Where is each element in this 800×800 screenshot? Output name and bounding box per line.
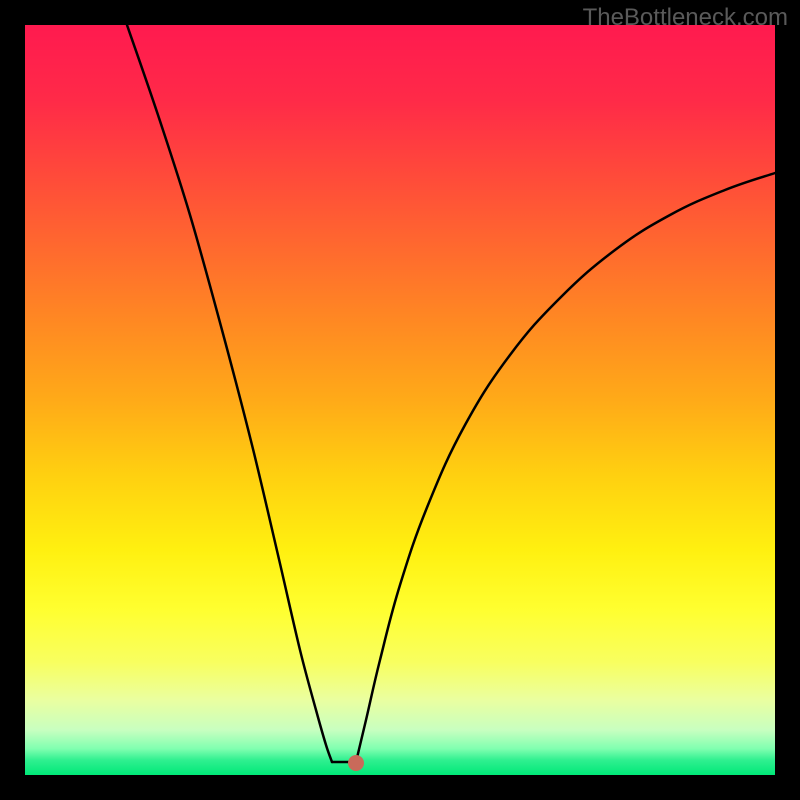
optimum-marker xyxy=(348,755,364,771)
watermark-text: TheBottleneck.com xyxy=(583,4,788,32)
chart-container: TheBottleneck.com xyxy=(0,0,800,800)
heat-gradient-background xyxy=(25,25,775,775)
bottleneck-chart xyxy=(0,0,800,800)
